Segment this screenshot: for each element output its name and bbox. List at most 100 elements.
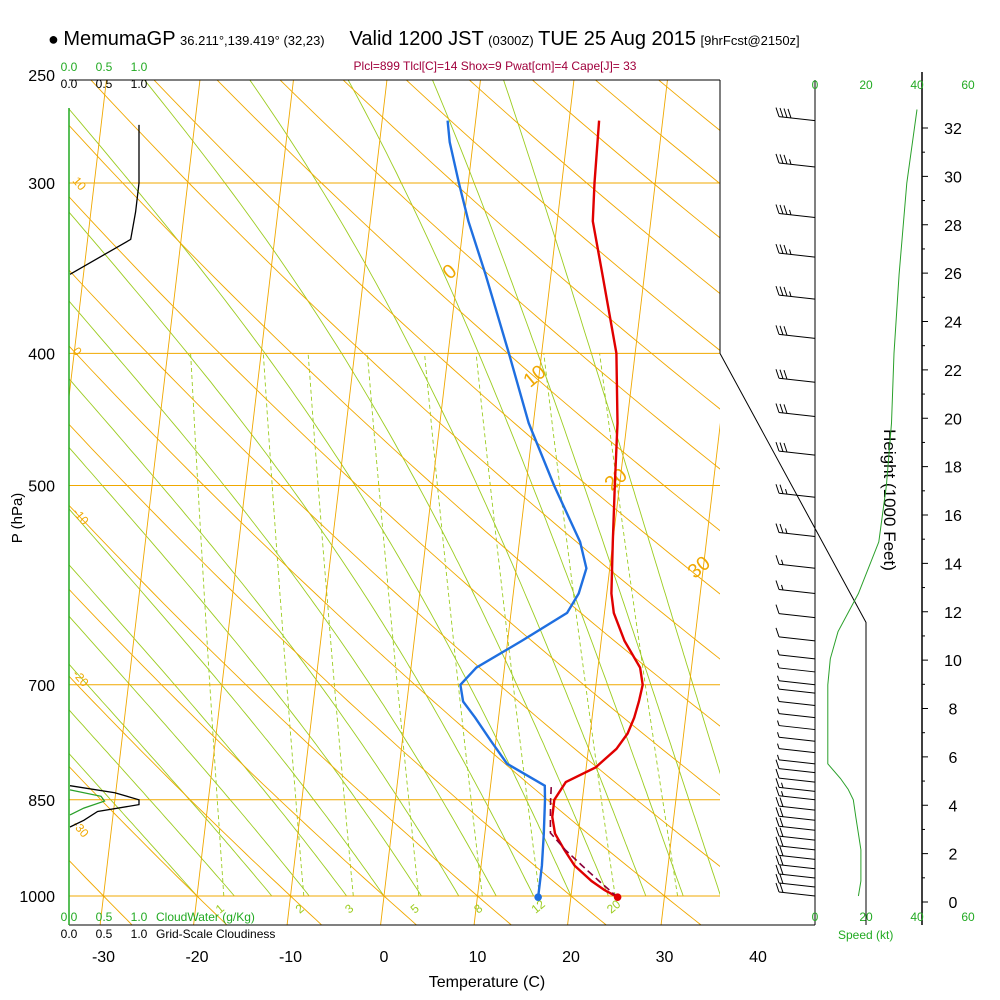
wind-barb-halfflag xyxy=(789,291,792,297)
wind-barb xyxy=(777,696,816,707)
wind-barb-flag xyxy=(779,154,784,164)
wind-barb-flag xyxy=(775,846,780,856)
wind-barb-flag xyxy=(775,403,780,413)
moist-adiabat xyxy=(249,80,647,897)
dry-adiabat xyxy=(69,196,720,796)
mixing-ratio-line xyxy=(307,353,354,897)
wind-barb xyxy=(775,786,816,801)
dewpoint-surface-point xyxy=(534,893,542,901)
wind-barb-staff xyxy=(778,845,816,851)
wind-barb-staff xyxy=(778,377,816,383)
wind-barb-flag xyxy=(783,244,788,255)
speed-top-tick: 0 xyxy=(812,78,819,92)
title-coords: 36.211°,139.419° (32,23) xyxy=(180,33,325,48)
wind-barb-staff xyxy=(778,736,816,742)
background-lines xyxy=(69,80,720,925)
top-cloudwater-scale-tick: 1.0 xyxy=(131,60,148,74)
wind-barb-staff xyxy=(778,825,816,831)
wind-barb-flag xyxy=(775,243,780,254)
wind-barb-halfflag xyxy=(781,791,784,797)
height-tick-label: 4 xyxy=(949,798,958,815)
x-tick-label: 10 xyxy=(469,949,487,966)
bottom-cloudwater-scale-tick: 1.0 xyxy=(131,910,148,924)
wind-barb xyxy=(775,768,816,783)
mixing-ratio-line xyxy=(475,353,541,897)
wind-barb-flag xyxy=(775,796,780,807)
wind-barb-flag xyxy=(783,442,788,453)
wind-barb-flag xyxy=(775,768,780,779)
wind-barb-staff xyxy=(778,701,816,707)
wind-barb-staff xyxy=(778,725,816,731)
wind-barb-staff xyxy=(778,805,816,811)
wind-barb xyxy=(775,204,816,218)
wind-barb-halfflag xyxy=(777,754,780,760)
mixing-ratio-label: 8 xyxy=(471,901,485,916)
cloudwater-scale-label: CloudWater (g/Kg) xyxy=(156,910,255,924)
wind-barb-staff xyxy=(778,777,816,783)
wind-barb-flag xyxy=(775,604,780,614)
wind-barb xyxy=(775,523,816,538)
height-tick-label: 16 xyxy=(944,508,962,525)
wind-barb-halfflag xyxy=(781,584,784,591)
dry-adiabat xyxy=(90,80,720,660)
wind-barb-flag xyxy=(779,484,784,494)
frame-right-extension xyxy=(719,353,867,925)
wind-barb-halfflag xyxy=(777,649,780,655)
wind-barb-staff xyxy=(778,252,816,258)
wind-barb xyxy=(775,846,816,860)
wind-barb xyxy=(775,243,816,258)
wind-barb-flag xyxy=(779,865,784,875)
wind-barb xyxy=(775,555,816,569)
wind-barb-flag xyxy=(783,369,788,380)
y-tick-label: 500 xyxy=(28,479,55,496)
wind-barb-flag xyxy=(775,369,780,379)
dry-adiabat xyxy=(69,859,133,925)
moist-adiabat xyxy=(143,80,609,897)
wind-barb-staff xyxy=(778,588,816,594)
wind-barb xyxy=(775,836,816,851)
wind-barb-flag xyxy=(775,204,780,214)
wind-barb xyxy=(775,441,816,456)
height-axis-label: Height (1000 Feet) xyxy=(880,429,899,571)
dry-adiabat xyxy=(468,80,720,295)
height-tick-label: 20 xyxy=(944,411,962,428)
speed-bottom-tick: 60 xyxy=(961,910,975,924)
wind-barb-flag xyxy=(775,580,780,590)
speed-top-tick: 20 xyxy=(859,78,873,92)
wind-barb-staff xyxy=(778,613,816,619)
isotherm-label: 30 xyxy=(684,552,715,583)
wind-barb xyxy=(777,732,816,742)
bottom-cloudiness-scale-tick: 0.0 xyxy=(61,927,78,941)
wind-barb-flag xyxy=(775,855,780,865)
moist-adiabat xyxy=(69,300,497,897)
wind-barb-flag xyxy=(775,817,780,827)
wind-barb-halfflag xyxy=(789,159,792,165)
wind-barb-staff xyxy=(778,411,816,417)
wind-barb-staff xyxy=(778,563,816,569)
parcel-line xyxy=(549,785,619,898)
wind-barb xyxy=(775,107,816,122)
dry-adiabat xyxy=(153,80,720,595)
wind-barb-halfflag xyxy=(777,662,780,669)
wind-barb-flag xyxy=(779,846,784,856)
x-tick-label: -10 xyxy=(279,949,302,966)
wind-barb-staff xyxy=(778,759,816,765)
wind-barb xyxy=(775,817,816,831)
tick-labels: -30 -20 -10 0 10 20 30 401000850700500400300250… xyxy=(19,60,962,966)
dry-adiabat xyxy=(69,345,702,925)
height-tick-label: 18 xyxy=(944,460,962,477)
height-tick-label: 22 xyxy=(944,363,962,380)
y-tick-label: 250 xyxy=(28,68,55,85)
height-tick-label: 10 xyxy=(944,653,962,670)
wind-barb xyxy=(775,882,816,897)
wind-barb-flag xyxy=(779,244,784,254)
wind-barb-halfflag xyxy=(777,675,780,681)
wind-barb-flag xyxy=(775,555,780,565)
x-tick-label: 20 xyxy=(562,949,580,966)
dry-adiabat xyxy=(69,269,720,867)
moist-adiabat xyxy=(69,508,385,897)
wind-barb xyxy=(777,743,816,754)
wind-barb-flag xyxy=(775,873,780,884)
height-tick-label: 0 xyxy=(949,895,958,912)
